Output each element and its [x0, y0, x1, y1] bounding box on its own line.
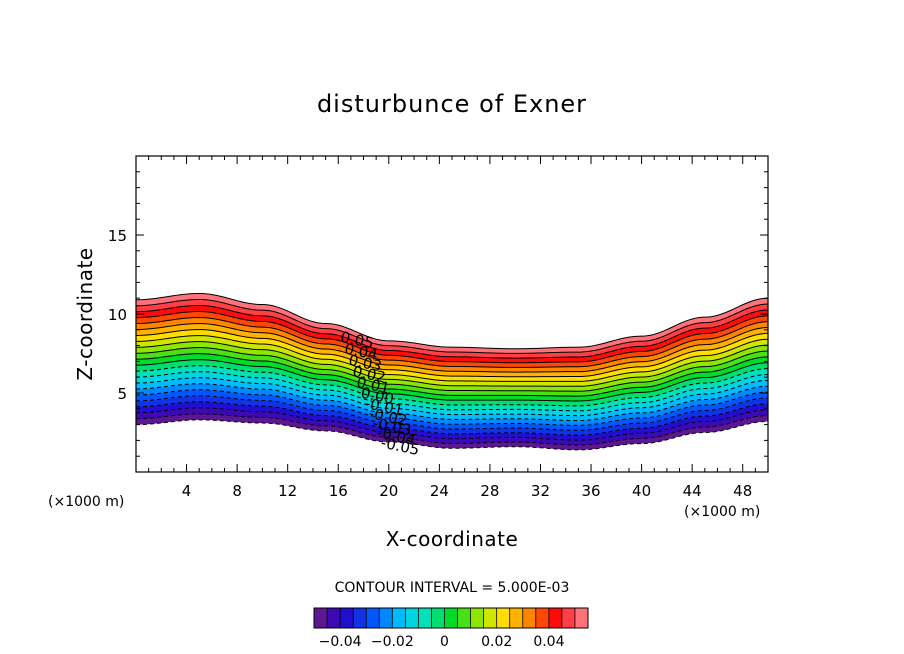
contour-line — [135, 407, 769, 441]
y-tick-label: 5 — [117, 385, 127, 403]
colorbar-frame — [313, 607, 589, 629]
contour-labels: 0.050.040.030.020.010.00-0.01-0.02-0.03-… — [339, 328, 421, 459]
x-unit-label-left: (×1000 m) — [48, 494, 124, 510]
x-tick-label: 24 — [430, 482, 449, 500]
colorbar-tick-label: −0.04 — [319, 634, 362, 650]
colorbar-cell — [379, 608, 393, 628]
colorbar-cell — [509, 608, 524, 628]
colorbar-cell — [405, 608, 419, 628]
x-tick-label: 4 — [182, 482, 192, 500]
x-tick-labels: 4 8 12 16 20 24 28 32 36 40 44 48 — [182, 482, 752, 500]
colorbar-tick-label: 0 — [440, 634, 449, 650]
colorbar-cell — [340, 608, 354, 628]
x-tick-label: 36 — [581, 482, 600, 500]
colorbar-tick-label: 0.04 — [533, 634, 564, 650]
colorbar-cell — [470, 608, 485, 628]
contour-line — [135, 347, 769, 392]
contour-line — [135, 377, 769, 417]
contour-line — [135, 389, 769, 426]
colorbar-cell — [496, 608, 511, 628]
colorbar-cell — [431, 608, 445, 628]
contour-line — [135, 359, 769, 402]
contour-line — [135, 329, 769, 378]
plot-area: 0.050.040.030.020.010.00-0.01-0.02-0.03-… — [135, 155, 769, 473]
colorbar-cell — [457, 608, 471, 628]
contour-line — [135, 419, 769, 451]
contour-interval-text: CONTOUR INTERVAL = 5.000E-03 — [335, 580, 570, 596]
contour-lines — [135, 292, 769, 451]
y-axis-label: Z-coordinate — [73, 247, 97, 380]
contour-line — [135, 413, 769, 446]
colorbar-cell — [535, 608, 550, 628]
y-tick-label: 10 — [108, 306, 127, 324]
colorbar-cell — [548, 608, 563, 628]
contour-line — [135, 335, 769, 382]
colorbar-cell — [444, 608, 458, 628]
colorbar-cell — [522, 608, 537, 628]
x-tick-label: 48 — [733, 482, 752, 500]
x-tick-label: 44 — [683, 482, 702, 500]
contour-line — [135, 341, 769, 387]
colorbar — [313, 607, 589, 629]
axis-ticks — [136, 156, 768, 472]
contour-line — [135, 401, 769, 436]
colorbar-tick-label: 0.02 — [481, 634, 512, 650]
contour-line — [135, 304, 769, 359]
x-tick-label: 8 — [232, 482, 242, 500]
contour-line — [135, 323, 769, 373]
colorbar-cell — [561, 608, 576, 628]
contour-line — [135, 353, 769, 397]
colorbar-cell — [392, 608, 406, 628]
x-tick-label: 28 — [480, 482, 499, 500]
contour-line — [135, 395, 769, 431]
x-tick-label: 16 — [329, 482, 348, 500]
x-tick-label: 40 — [632, 482, 651, 500]
colorbar-cell — [574, 608, 589, 628]
chart-title: disturbunce of Exner — [317, 90, 587, 118]
x-tick-label: 32 — [531, 482, 550, 500]
contour-line — [135, 383, 769, 422]
x-axis-label: X-coordinate — [386, 527, 519, 551]
colorbar-cell — [353, 608, 367, 628]
colorbar-tick-labels: −0.04 −0.02 0 0.02 0.04 — [319, 634, 565, 650]
contour-line — [135, 292, 769, 350]
contour-line — [135, 298, 769, 354]
contour-line — [135, 371, 769, 412]
colorbar-cell — [366, 608, 380, 628]
x-unit-label-right: (×1000 m) — [684, 504, 760, 520]
colorbar-cell — [483, 608, 498, 628]
contour-line — [135, 365, 769, 407]
contour-line — [135, 317, 769, 368]
colorbar-cell — [327, 608, 341, 628]
x-tick-label: 12 — [278, 482, 297, 500]
contour-line — [135, 311, 769, 364]
colorbar-cell — [418, 608, 432, 628]
x-tick-label: 20 — [379, 482, 398, 500]
colorbar-cell — [314, 608, 328, 628]
y-tick-label: 15 — [108, 227, 127, 245]
colorbar-tick-label: −0.02 — [371, 634, 414, 650]
y-tick-labels: 5 10 15 — [108, 227, 127, 403]
